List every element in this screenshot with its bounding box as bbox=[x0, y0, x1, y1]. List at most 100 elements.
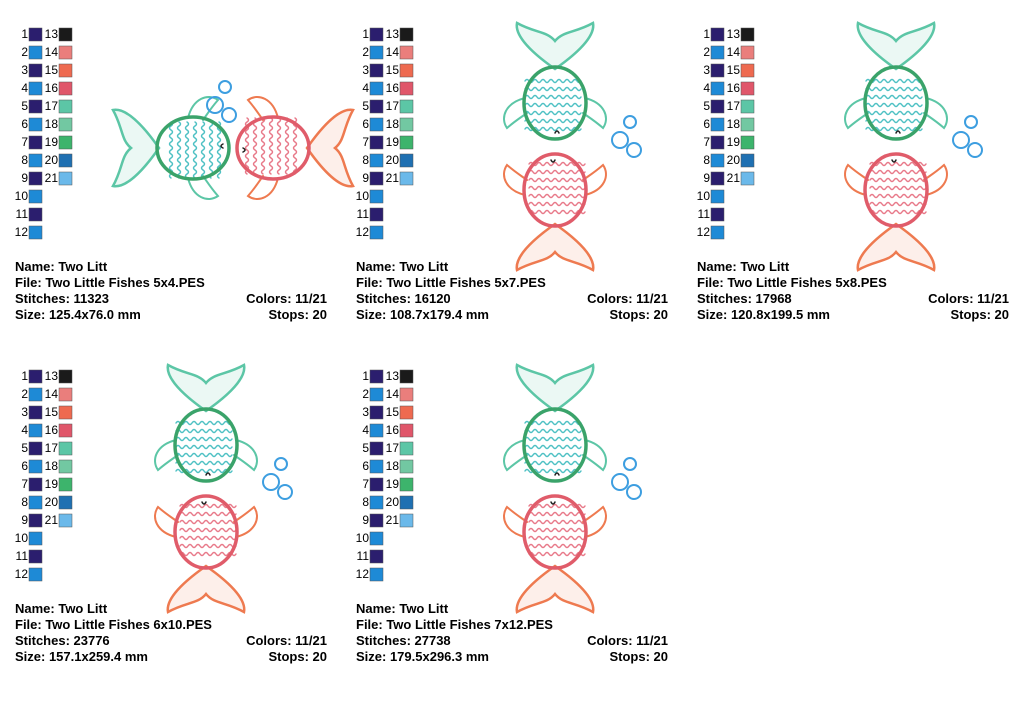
fish-body bbox=[173, 494, 239, 570]
fish-tail bbox=[856, 21, 936, 71]
color-swatch bbox=[28, 477, 43, 492]
color-swatch bbox=[740, 153, 755, 168]
fish-stripe bbox=[869, 201, 927, 207]
fish-stripe bbox=[528, 193, 586, 199]
color-swatch bbox=[58, 99, 73, 114]
fish-stripe bbox=[184, 121, 190, 179]
color-number: 9 bbox=[703, 171, 710, 185]
fish-stripe bbox=[524, 110, 582, 116]
color-swatch bbox=[710, 171, 725, 186]
color-swatch bbox=[369, 45, 384, 60]
fish-stripe bbox=[268, 117, 274, 175]
bubble bbox=[623, 115, 637, 129]
color-swatch bbox=[399, 477, 414, 492]
fish bbox=[844, 152, 948, 272]
color-swatch bbox=[399, 441, 414, 456]
fish-stripe bbox=[175, 428, 233, 434]
color-swatch bbox=[399, 135, 414, 150]
color-number: 11 bbox=[16, 549, 29, 563]
color-swatch bbox=[369, 27, 384, 42]
color-swatch bbox=[710, 189, 725, 204]
fish-body bbox=[173, 407, 239, 483]
fish-mouth bbox=[242, 147, 246, 153]
color-number: 20 bbox=[45, 153, 59, 167]
design-colors: Colors: 11/21 bbox=[928, 291, 1009, 306]
fish-tail bbox=[166, 564, 246, 614]
fish-stripe bbox=[869, 209, 927, 215]
color-swatch bbox=[399, 405, 414, 420]
fish-tail bbox=[111, 108, 161, 188]
fish-fin bbox=[154, 439, 179, 472]
color-number: 1 bbox=[703, 27, 710, 41]
color-swatch bbox=[28, 549, 43, 564]
color-swatch bbox=[399, 27, 414, 42]
bubble bbox=[274, 457, 288, 471]
bubble bbox=[262, 473, 280, 491]
color-swatch bbox=[740, 45, 755, 60]
fish-stripe bbox=[524, 444, 582, 450]
design-file: File: Two Little Fishes 7x12.PES bbox=[356, 617, 553, 632]
fish-tail bbox=[515, 363, 595, 413]
color-swatch bbox=[28, 423, 43, 438]
fish-stripe bbox=[528, 169, 586, 175]
fish-stripe bbox=[528, 185, 586, 191]
color-swatch bbox=[58, 135, 73, 150]
color-swatch bbox=[399, 63, 414, 78]
bubble bbox=[952, 131, 970, 149]
fish-tail bbox=[515, 564, 595, 614]
fish-stripe bbox=[869, 193, 927, 199]
color-swatch bbox=[28, 387, 43, 402]
color-number: 7 bbox=[703, 135, 710, 149]
fish-stripe bbox=[865, 78, 923, 84]
color-swatch bbox=[58, 441, 73, 456]
color-swatch bbox=[369, 441, 384, 456]
fish-fin bbox=[923, 163, 948, 196]
fish-mouth bbox=[201, 501, 207, 505]
color-number: 1 bbox=[362, 27, 369, 41]
color-number: 14 bbox=[727, 45, 741, 59]
design-size: Size: 120.8x199.5 mm bbox=[697, 307, 830, 322]
color-swatch bbox=[58, 81, 73, 96]
fish-fin bbox=[246, 96, 279, 121]
color-number: 13 bbox=[386, 369, 400, 383]
color-number: 12 bbox=[15, 567, 29, 581]
color-number: 5 bbox=[362, 99, 369, 113]
fish-fin bbox=[582, 505, 607, 538]
color-swatch bbox=[369, 405, 384, 420]
bubble bbox=[626, 484, 642, 500]
color-swatch bbox=[58, 495, 73, 510]
fish-stripe bbox=[865, 118, 923, 124]
fish-stripe bbox=[528, 551, 586, 557]
fish-fin bbox=[923, 97, 948, 130]
color-number: 6 bbox=[21, 117, 28, 131]
color-number: 19 bbox=[386, 135, 400, 149]
fish-tail bbox=[515, 222, 595, 272]
color-swatch bbox=[399, 153, 414, 168]
color-number: 8 bbox=[362, 495, 369, 509]
color-number: 8 bbox=[362, 153, 369, 167]
color-number: 8 bbox=[21, 153, 28, 167]
fish-stripe bbox=[865, 86, 923, 92]
fish-stripe bbox=[179, 527, 237, 533]
fish-fin bbox=[844, 163, 869, 196]
fish-body bbox=[522, 65, 588, 141]
color-number: 21 bbox=[45, 513, 59, 527]
color-swatch bbox=[28, 27, 43, 42]
color-number: 14 bbox=[386, 45, 400, 59]
fish-fin bbox=[246, 175, 279, 200]
fish bbox=[503, 494, 607, 614]
fish bbox=[503, 363, 607, 483]
color-number: 5 bbox=[21, 99, 28, 113]
fish-stripe bbox=[528, 543, 586, 549]
color-number: 14 bbox=[45, 387, 59, 401]
color-number: 21 bbox=[386, 513, 400, 527]
color-swatch bbox=[58, 513, 73, 528]
fish-tail bbox=[856, 222, 936, 272]
fish-stripe bbox=[192, 121, 198, 179]
design-name: Name: Two Litt bbox=[356, 601, 449, 616]
fish-mouth bbox=[550, 159, 556, 163]
color-swatch bbox=[399, 459, 414, 474]
fish-fin bbox=[154, 505, 179, 538]
